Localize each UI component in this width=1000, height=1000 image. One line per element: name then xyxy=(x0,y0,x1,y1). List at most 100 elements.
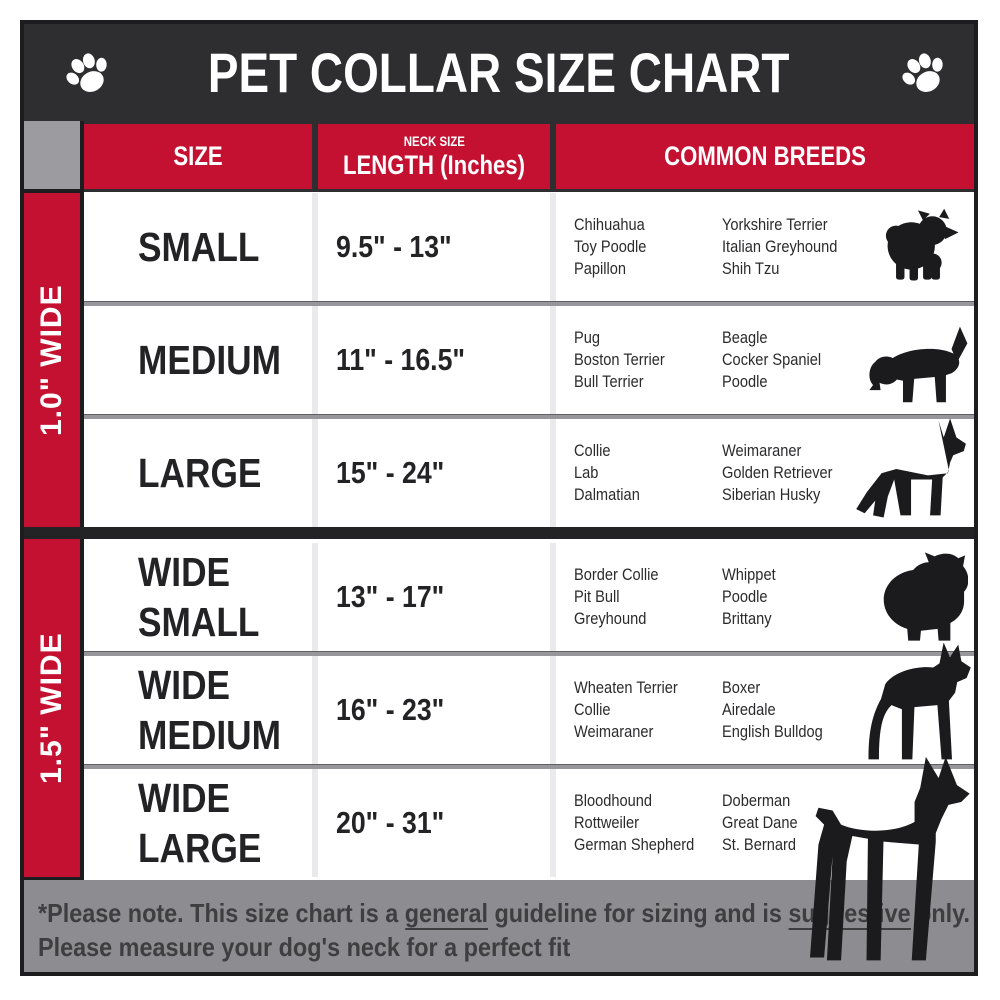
breeds-column-b: Weimaraner Golden Retriever Siberian Husky xyxy=(722,419,882,527)
table-row: MEDIUM 11" - 16.5" Pug Boston Terrier Bull T… xyxy=(84,306,974,414)
breed-name: Greyhound xyxy=(574,608,734,630)
breed-name-text: Bloodhound xyxy=(574,791,653,811)
width-label-1-5: 1.5" WIDE xyxy=(35,632,68,784)
size-cell: SMALL xyxy=(84,193,312,301)
breed-name: Chihuahua xyxy=(574,214,734,236)
breed-name-text: Collie xyxy=(574,700,611,720)
row-separator xyxy=(84,651,974,656)
breed-name: Wheaten Terrier xyxy=(574,677,734,699)
footnote-line2: Please measure your dog's neck for a per… xyxy=(38,932,571,963)
column-separator xyxy=(550,193,556,301)
size-label: WIDE SMALL xyxy=(138,548,260,645)
breed-name: Border Collie xyxy=(574,564,734,586)
column-header-breeds: COMMON BREEDS xyxy=(556,124,974,189)
breed-name: Bloodhound xyxy=(574,790,734,812)
width-rail: 1.0" WIDE 1.5" WIDE xyxy=(24,121,84,880)
column-separator xyxy=(550,769,556,877)
breed-name: Collie xyxy=(574,699,734,721)
neck-size-cell: 20" - 31" xyxy=(318,769,550,877)
breeds-column-a: Wheaten Terrier Collie Weimaraner xyxy=(574,656,734,764)
column-separator xyxy=(550,306,556,414)
column-separator xyxy=(550,656,556,764)
width-label-1-0: 1.0" WIDE xyxy=(35,284,68,436)
table-row: WIDE SMALL 13" - 17" Border Collie Pit Bull… xyxy=(84,543,974,651)
neck-size-cell: 15" - 24" xyxy=(318,419,550,527)
breed-name: English Bulldog xyxy=(722,721,882,743)
table-row: LARGE 15" - 24" Collie Lab Dalmatian Weimaran… xyxy=(84,419,974,527)
breed-name: German Shepherd xyxy=(574,834,734,856)
size-label: MEDIUM xyxy=(138,336,281,383)
breed-name-text: Whippet xyxy=(722,565,776,585)
breed-name-text: Poodle xyxy=(722,587,768,607)
size-label: LARGE xyxy=(138,449,262,496)
breed-name-text: Boxer xyxy=(722,678,761,698)
size-cell: WIDE MEDIUM xyxy=(84,656,312,764)
footnote-text: guideline for sizing and is xyxy=(488,898,789,928)
column-separator xyxy=(312,769,318,877)
breed-name: Poodle xyxy=(722,586,882,608)
breeds-column-b: Yorkshire Terrier Italian Greyhound Shih T… xyxy=(722,193,882,301)
breed-name: Boxer xyxy=(722,677,882,699)
breed-name-text: Shih Tzu xyxy=(722,258,780,278)
breed-name-text: Chihuahua xyxy=(574,215,645,235)
width-band-1-5: 1.5" WIDE xyxy=(24,539,80,877)
breed-name: Cocker Spaniel xyxy=(722,349,882,371)
paw-icon xyxy=(60,44,118,102)
breed-name-text: Dalmatian xyxy=(574,484,640,504)
shepherd-dog-icon xyxy=(852,414,968,524)
breed-name-text: Wheaten Terrier xyxy=(574,678,678,698)
breed-name-text: Pit Bull xyxy=(574,587,620,607)
breed-name-text: Poodle xyxy=(722,371,768,391)
row-separator xyxy=(84,301,974,306)
neck-size-cell: 16" - 23" xyxy=(318,656,550,764)
column-separator xyxy=(312,656,318,764)
neck-size-cell: 11" - 16.5" xyxy=(318,306,550,414)
neck-size-cell: 13" - 17" xyxy=(318,543,550,651)
breed-name: Yorkshire Terrier xyxy=(722,214,882,236)
fluffy-toy-dog-icon xyxy=(872,207,964,283)
column-separator xyxy=(312,193,318,301)
corner-cell xyxy=(24,121,80,189)
breed-name-text: Cocker Spaniel xyxy=(722,350,822,370)
footnote-line1: *Please note. This size chart is a gener… xyxy=(38,896,970,930)
chart-frame: PET COLLAR SIZE CHART xyxy=(20,20,978,976)
breed-name: Great Dane xyxy=(722,812,882,834)
breed-name: Lab xyxy=(574,462,734,484)
breeds-column-a: Chihuahua Toy Poodle Papillon xyxy=(574,193,734,301)
breeds-column-a: Border Collie Pit Bull Greyhound xyxy=(574,543,734,651)
breed-name-text: Lab xyxy=(574,463,599,483)
size-label: WIDE LARGE xyxy=(138,774,262,871)
footnote-underlined-word: suggestive xyxy=(788,898,911,930)
breeds-column-b: Beagle Cocker Spaniel Poodle xyxy=(722,306,882,414)
column-separator xyxy=(550,543,556,651)
column-header-size: SIZE xyxy=(84,124,312,189)
pitbull-dog-icon xyxy=(856,636,976,770)
breed-name-text: St. Bernard xyxy=(722,834,796,854)
breed-name-text: Siberian Husky xyxy=(722,484,821,504)
breed-name: Beagle xyxy=(722,327,882,349)
breed-name: Dalmatian xyxy=(574,484,734,506)
breed-name: Golden Retriever xyxy=(722,462,882,484)
column-separator xyxy=(550,419,556,527)
breed-name: Whippet xyxy=(722,564,882,586)
column-separator xyxy=(312,306,318,414)
breed-name-text: Bull Terrier xyxy=(574,371,644,391)
breed-name-text: Rottweiler xyxy=(574,813,640,833)
breed-name-text: Great Dane xyxy=(722,813,798,833)
breed-name: Italian Greyhound xyxy=(722,236,882,258)
breeds-column-b: Doberman Great Dane St. Bernard xyxy=(722,769,882,877)
breeds-column-a: Collie Lab Dalmatian xyxy=(574,419,734,527)
neck-size-value: 11" - 16.5" xyxy=(336,342,466,377)
breed-name-text: Yorkshire Terrier xyxy=(722,215,828,235)
beagle-dog-icon xyxy=(860,321,974,405)
breed-name: Poodle xyxy=(722,371,882,393)
column-header-neck-sublabel: NECK SIZE xyxy=(403,132,465,149)
breed-name-text: Collie xyxy=(574,441,611,461)
breed-name-text: Airedale xyxy=(722,700,776,720)
size-cell: MEDIUM xyxy=(84,306,312,414)
breed-name: Papillon xyxy=(574,258,734,280)
breed-name: Boston Terrier xyxy=(574,349,734,371)
section-divider xyxy=(24,527,974,539)
column-header-neck-label: LENGTH (Inches) xyxy=(342,149,526,180)
